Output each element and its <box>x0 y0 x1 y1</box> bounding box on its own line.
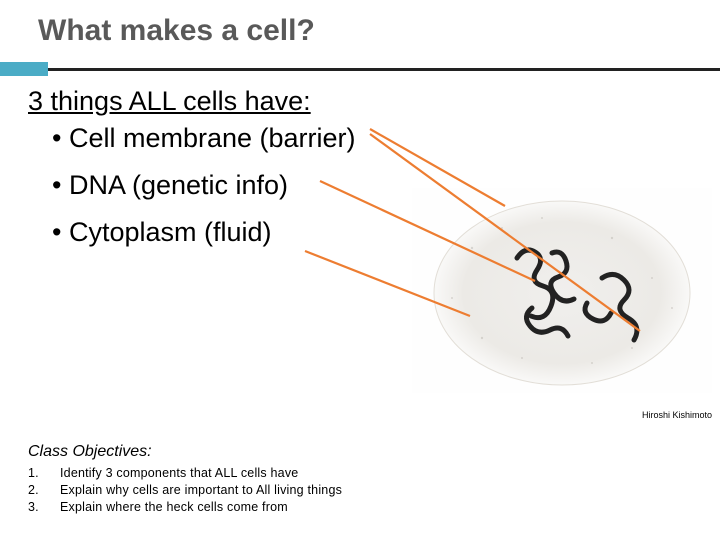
objective-text: Identify 3 components that ALL cells hav… <box>60 465 298 482</box>
objective-item: 1. Identify 3 components that ALL cells … <box>28 465 342 482</box>
objective-num: 2. <box>28 482 42 499</box>
objective-num: 1. <box>28 465 42 482</box>
footer-heading: Class Objectives: <box>28 443 342 461</box>
rule-accent <box>0 62 48 76</box>
objective-text: Explain why cells are important to All l… <box>60 482 342 499</box>
section-heading: 3 things ALL cells have: <box>28 86 700 117</box>
page-title: What makes a cell? <box>38 14 720 48</box>
cell-micrograph <box>412 188 712 393</box>
rule-line <box>48 68 720 71</box>
objective-item: 2. Explain why cells are important to Al… <box>28 482 342 499</box>
title-rule <box>0 62 720 76</box>
bullet-membrane: • Cell membrane (barrier) <box>52 123 700 154</box>
objectives-list: 1. Identify 3 components that ALL cells … <box>28 465 342 516</box>
objective-num: 3. <box>28 499 42 516</box>
objective-item: 3. Explain where the heck cells come fro… <box>28 499 342 516</box>
image-attribution: Hiroshi Kishimoto <box>642 410 712 420</box>
objective-text: Explain where the heck cells come from <box>60 499 288 516</box>
